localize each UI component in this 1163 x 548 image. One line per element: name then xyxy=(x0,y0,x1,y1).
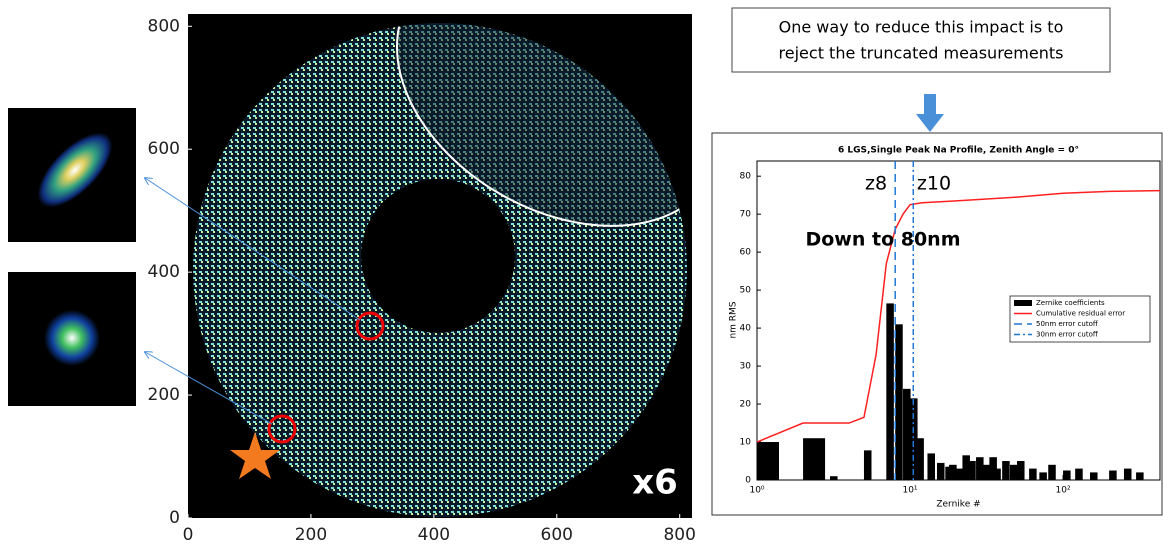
truncated-region xyxy=(396,23,687,227)
legend-label: Cumulative residual error xyxy=(1036,310,1125,318)
bar xyxy=(927,453,935,480)
arrow xyxy=(145,178,361,321)
annotation: z10 xyxy=(917,173,951,195)
bar xyxy=(1090,472,1098,480)
bar xyxy=(983,464,991,480)
bar xyxy=(830,476,838,480)
spot xyxy=(37,132,113,208)
y-tick-label: 10 xyxy=(740,438,752,448)
bar xyxy=(962,455,970,480)
annotation: z8 xyxy=(865,173,887,195)
y-tick-label: 70 xyxy=(740,210,752,220)
bar xyxy=(1029,468,1037,480)
bar xyxy=(945,466,953,480)
bar xyxy=(903,388,911,480)
x-tick-label: 0 xyxy=(183,525,194,544)
chart-title: 6 LGS,Single Peak Na Profile, Zenith Ang… xyxy=(838,146,1079,156)
legend-label: 30nm error cutoff xyxy=(1036,331,1098,339)
highlight-circle xyxy=(267,414,297,444)
bar xyxy=(1002,461,1010,480)
annotation: x6 xyxy=(632,463,678,503)
callout-box xyxy=(731,7,1111,73)
x-tick-label: 10² xyxy=(1056,486,1071,496)
y-tick-label: 200 xyxy=(148,385,180,405)
legend-box xyxy=(1009,295,1151,343)
y-tick-label: 40 xyxy=(740,324,752,334)
bar xyxy=(936,462,945,480)
bar xyxy=(976,457,984,480)
bar xyxy=(757,442,779,480)
bar xyxy=(993,468,1001,480)
x-tick-label: 800 xyxy=(663,525,695,544)
bar xyxy=(916,438,924,480)
callout-text: reject the truncated measurements xyxy=(779,44,1064,63)
bar xyxy=(1075,468,1083,480)
y-tick-label: 600 xyxy=(148,139,180,159)
bar xyxy=(1123,468,1132,480)
x-tick-label: 10⁰ xyxy=(749,486,764,496)
star xyxy=(230,432,280,479)
arrow xyxy=(145,352,273,425)
bar xyxy=(956,468,964,480)
x-axis-label: Zernike # xyxy=(936,500,980,510)
y-tick-label: 50 xyxy=(740,286,752,296)
bar xyxy=(1048,464,1056,480)
annotation: Down to 80nm xyxy=(805,229,960,251)
obscuration xyxy=(361,179,515,333)
spot xyxy=(44,310,100,366)
legend-label: 50nm error cutoff xyxy=(1036,320,1098,328)
y-tick-label: 0 xyxy=(745,476,751,486)
y-tick-label: 800 xyxy=(148,16,180,36)
down-arrow xyxy=(916,94,944,132)
bar xyxy=(1109,470,1117,480)
x-tick-label: 400 xyxy=(418,525,450,544)
y-axis-label: nm RMS xyxy=(729,301,739,338)
x-tick-label: 10¹ xyxy=(902,486,917,496)
y-tick-label: 0 xyxy=(169,508,180,528)
bar xyxy=(1039,472,1047,480)
bar xyxy=(886,303,894,480)
y-tick-label: 30 xyxy=(740,362,752,372)
bar xyxy=(910,398,918,480)
bar xyxy=(1016,461,1025,480)
highlight-circle xyxy=(355,311,385,341)
bar xyxy=(968,461,976,480)
legend-swatch xyxy=(1014,300,1032,306)
bar xyxy=(949,464,957,480)
bar xyxy=(863,450,872,480)
bar xyxy=(1063,470,1071,480)
y-tick-label: 80 xyxy=(740,172,752,182)
bar xyxy=(895,324,903,480)
x-tick-label: 200 xyxy=(295,525,327,544)
bar xyxy=(1009,464,1018,480)
callout-text: One way to reduce this impact is to xyxy=(779,18,1064,37)
y-tick-label: 60 xyxy=(740,248,752,258)
bar xyxy=(803,438,826,480)
y-tick-label: 400 xyxy=(148,262,180,282)
bar xyxy=(1136,472,1144,480)
legend-label: Zernike coefficients xyxy=(1036,299,1105,307)
y-tick-label: 20 xyxy=(740,400,752,410)
line xyxy=(756,189,1161,443)
bar xyxy=(989,457,997,480)
x-tick-label: 600 xyxy=(541,525,573,544)
